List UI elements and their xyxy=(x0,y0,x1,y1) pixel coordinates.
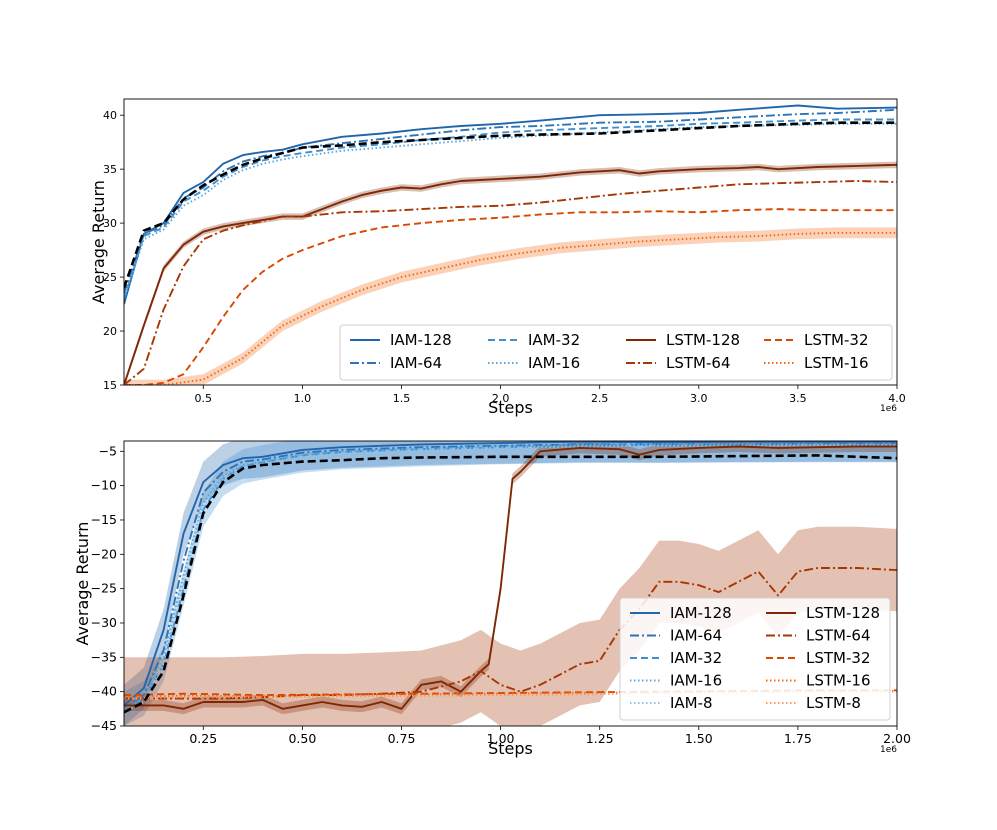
y-tick-label: 35 xyxy=(103,163,117,176)
x-tick-label: 2.0 xyxy=(492,392,510,405)
legend-label-lstm-64: LSTM-64 xyxy=(806,627,870,645)
x-tick-label: 1.50 xyxy=(685,731,713,746)
legend-label-lstm-128: LSTM-128 xyxy=(666,331,740,349)
legend-label-iam-128: IAM-128 xyxy=(390,331,452,349)
series-line-baseline xyxy=(124,454,897,714)
legend-box xyxy=(339,324,893,381)
x-tick-label: 1.0 xyxy=(294,392,312,405)
x-axis-label: Steps xyxy=(488,398,533,417)
x-exponent-label: 1e6 xyxy=(880,404,897,414)
y-tick-label: −5 xyxy=(99,443,117,458)
legend-label-iam-32: IAM-32 xyxy=(670,649,722,667)
legend-label-iam-64: IAM-64 xyxy=(390,354,442,372)
x-tick-label: 0.50 xyxy=(288,731,316,746)
series-line-iam-16 xyxy=(124,122,897,300)
y-axis-label: Average Return xyxy=(73,522,92,646)
series-line-iam-128 xyxy=(124,441,897,707)
plot-area xyxy=(124,441,897,726)
y-tick-label: −35 xyxy=(91,649,117,664)
y-tick-label: −45 xyxy=(91,718,117,733)
x-tick-label: 1.5 xyxy=(393,392,411,405)
x-exponent-label: 1e6 xyxy=(880,745,897,755)
axes-frame xyxy=(123,98,898,386)
y-tick-label: −40 xyxy=(91,684,117,699)
legend-label-iam-64: IAM-64 xyxy=(670,627,722,645)
x-tick-label: 2.00 xyxy=(883,731,911,746)
y-tick-label: 25 xyxy=(103,271,117,284)
y-tick-label: −15 xyxy=(91,512,117,527)
legend-label-iam-128: IAM-128 xyxy=(670,604,732,622)
y-tick-label: 30 xyxy=(103,217,117,230)
chart-bottom: 0.25 0.50 0.75 1.00 1.25 1.50 1.75 2.00 −45 −40 −3… xyxy=(73,440,911,758)
x-tick-label: 3.0 xyxy=(690,392,708,405)
legend-label-lstm-128: LSTM-128 xyxy=(806,604,880,622)
x-tick-label: 0.75 xyxy=(388,731,416,746)
legend-label-iam-32: IAM-32 xyxy=(528,331,580,349)
legend: IAM-128 IAM-64 IAM-32 IAM-16 LSTM-128 LSTM-64… xyxy=(339,324,893,381)
x-tick-label: 0.25 xyxy=(189,731,217,746)
x-tick-label: 1.75 xyxy=(784,731,812,746)
y-tick-label: −25 xyxy=(91,581,117,596)
x-tick-label: 1.25 xyxy=(586,731,614,746)
series-line-iam-64 xyxy=(124,108,897,294)
x-axis-label: Steps xyxy=(488,739,533,758)
legend-box xyxy=(619,597,891,721)
legend-label-iam-16: IAM-16 xyxy=(528,354,580,372)
y-tick-label: 20 xyxy=(103,325,117,338)
series-line-iam-16 xyxy=(124,443,897,710)
legend-label-lstm-32: LSTM-32 xyxy=(804,331,868,349)
legend-label-lstm-8: LSTM-8 xyxy=(806,694,861,712)
chart-top: 0.5 1.0 1.5 2.0 2.5 3.0 3.5 4.0 15 20 25 30 35 40 1e6 S… xyxy=(89,98,906,417)
band-lstm-64 xyxy=(124,526,897,726)
series-line-lstm-32 xyxy=(124,208,897,385)
series-line-lstm-128 xyxy=(124,163,897,385)
series-line-iam-8 xyxy=(124,444,897,714)
x-tick-label: 2.5 xyxy=(591,392,609,405)
legend-label-lstm-32: LSTM-32 xyxy=(806,649,870,667)
series-line-baseline xyxy=(124,121,897,289)
legend: IAM-128 LSTM-128 IAM-64 LSTM-64 IAM-32 LSTM-3… xyxy=(619,597,891,721)
x-tick-label: 4.0 xyxy=(888,392,906,405)
y-tick-label: −30 xyxy=(91,615,117,630)
legend-label-iam-8: IAM-8 xyxy=(670,694,713,712)
y-tick-label: −20 xyxy=(91,546,117,561)
band-lstm-16 xyxy=(124,227,897,385)
y-axis-label: Average Return xyxy=(89,180,108,304)
y-tick-label: 40 xyxy=(103,109,117,122)
legend-label-iam-16: IAM-16 xyxy=(670,672,722,690)
series-line-lstm-128 xyxy=(124,445,897,710)
x-tick-label: 3.5 xyxy=(789,392,807,405)
plot-area xyxy=(124,104,897,385)
series-line-iam-32 xyxy=(124,118,897,299)
axes-frame xyxy=(123,440,898,727)
series-line-iam-128 xyxy=(124,104,897,305)
x-tick-label: 0.5 xyxy=(195,392,213,405)
y-tick-label: 15 xyxy=(103,379,117,392)
series-line-iam-64 xyxy=(124,442,897,710)
legend-label-lstm-64: LSTM-64 xyxy=(666,354,730,372)
y-tick-label: −10 xyxy=(91,478,117,493)
series-line-lstm-64 xyxy=(124,180,897,385)
band-iam-128 xyxy=(124,441,897,726)
legend-label-lstm-16: LSTM-16 xyxy=(806,672,870,690)
legend-label-lstm-16: LSTM-16 xyxy=(804,354,868,372)
x-tick-label: 1.00 xyxy=(487,731,515,746)
